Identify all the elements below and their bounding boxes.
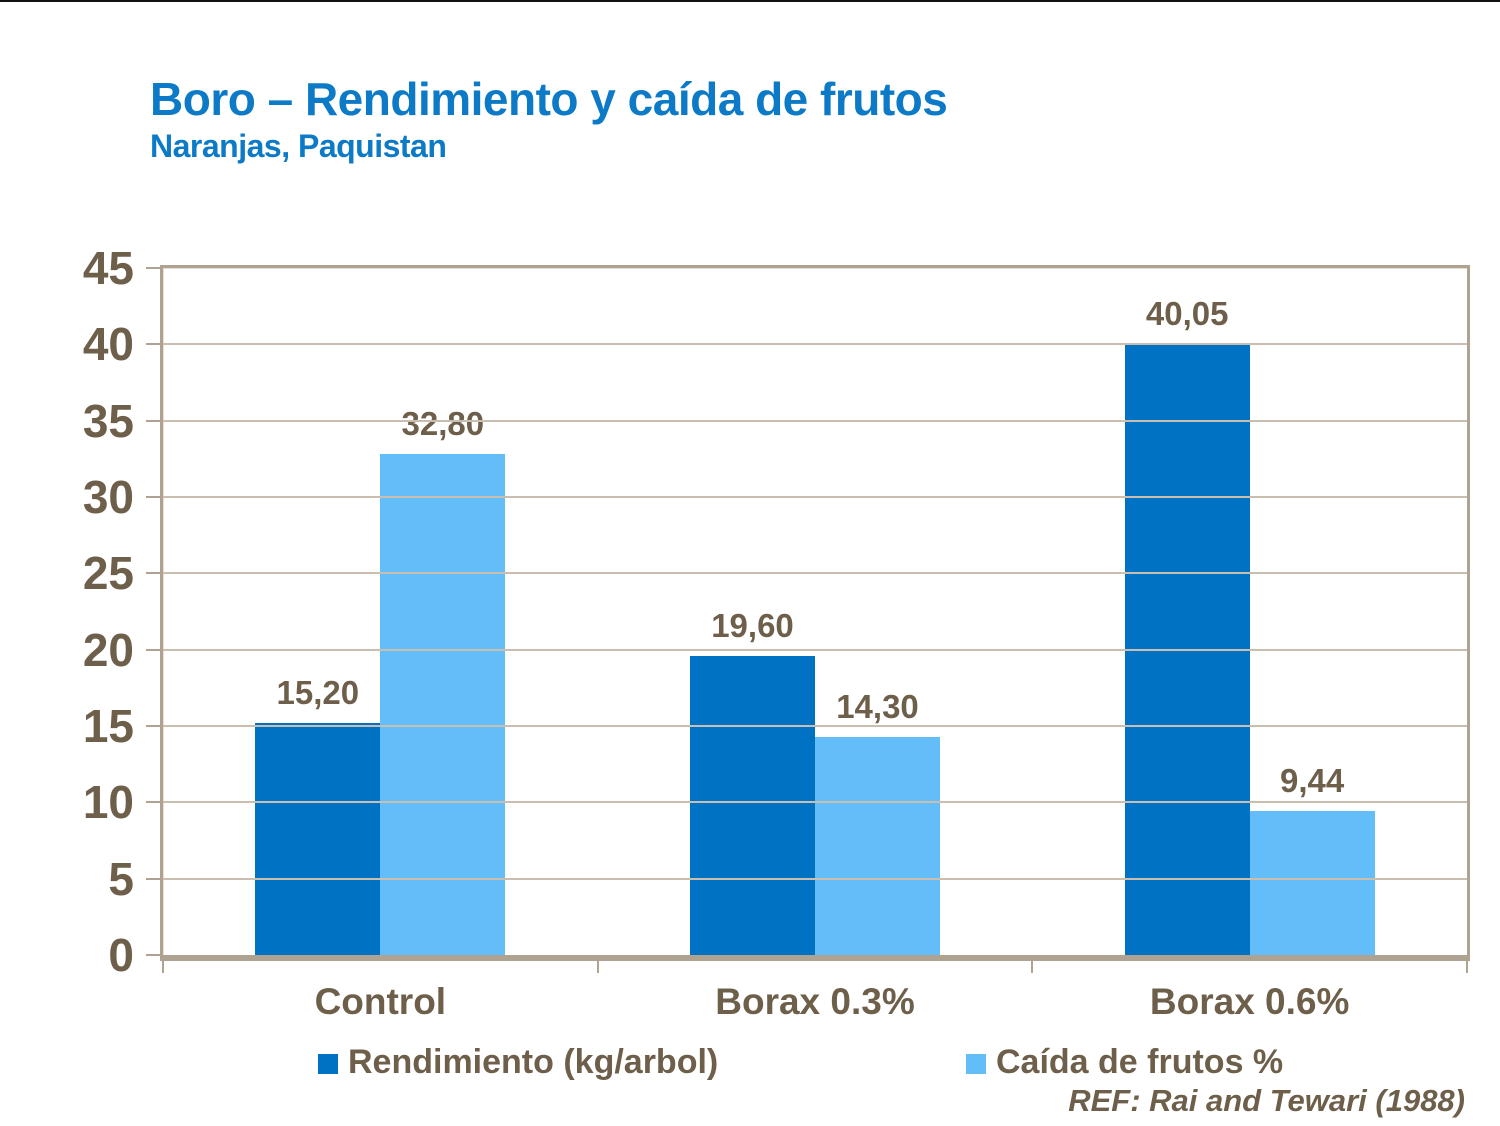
bar-caida-3 xyxy=(1249,810,1375,955)
y-axis-tick-mark xyxy=(146,496,160,498)
bar-value-label: 40,05 xyxy=(1145,294,1229,332)
y-axis-tick-label: 5 xyxy=(108,852,134,905)
y-axis-tick-mark xyxy=(146,877,160,880)
x-axis-category-label: Borax 0.6% xyxy=(1149,981,1350,1022)
legend-swatch-caida-icon xyxy=(966,1053,986,1074)
bar-value-label: 15,20 xyxy=(276,673,360,711)
bar-value-label: 19,60 xyxy=(711,606,794,644)
x-axis-tick-mark xyxy=(1031,961,1034,973)
gridline xyxy=(163,801,1467,804)
y-axis-tick-mark xyxy=(146,572,160,575)
gridline xyxy=(163,725,1467,727)
y-axis-tick-label: 35 xyxy=(82,394,134,447)
y-axis-tick-label: 45 xyxy=(82,242,134,294)
y-axis-tick-mark xyxy=(146,648,160,651)
y-axis-tick-mark xyxy=(146,801,160,804)
y-axis-tick-mark xyxy=(146,267,160,269)
bar-caida-1 xyxy=(380,454,506,955)
gridline xyxy=(163,419,1467,422)
y-axis-tick-mark xyxy=(146,419,160,422)
gridline xyxy=(163,648,1467,651)
legend-swatch-rendimiento-icon xyxy=(318,1053,338,1074)
x-axis-category-label: Control xyxy=(314,981,447,1022)
legend-label-caida: Caída de frutos % xyxy=(996,1043,1284,1081)
x-axis-tick-mark xyxy=(596,961,599,973)
reference-text: REF: Rai and Tewari (1988) xyxy=(1068,1083,1465,1118)
bar-rendimiento-1 xyxy=(255,722,381,955)
y-axis-tick-mark xyxy=(146,725,160,727)
bar-value-label: 32,80 xyxy=(401,405,485,443)
y-axis-tick-label: 30 xyxy=(82,471,134,523)
gridline xyxy=(163,343,1467,346)
bar-rendimiento-2 xyxy=(690,655,815,955)
y-axis-tick-label: 15 xyxy=(82,700,134,752)
gridline xyxy=(163,877,1467,880)
page-subtitle: Naranjas, Paquistan xyxy=(150,128,447,164)
y-axis-tick-label: 10 xyxy=(82,776,134,829)
y-axis-tick-label: 40 xyxy=(82,318,134,371)
top-border-line xyxy=(0,0,1500,2)
gridline xyxy=(163,496,1467,498)
gridline xyxy=(163,572,1467,575)
y-axis-tick-label: 25 xyxy=(82,547,134,600)
y-axis-tick-mark xyxy=(146,954,160,956)
page-title: Boro – Rendimiento y caída de frutos xyxy=(150,73,948,125)
x-axis-tick-mark xyxy=(1466,961,1468,973)
y-axis-tick-mark xyxy=(146,343,160,346)
bar-value-label: 14,30 xyxy=(836,687,919,725)
legend-item-caida: Caída de frutos % xyxy=(966,1043,1283,1082)
legend-item-rendimiento: Rendimiento (kg/arbol) xyxy=(318,1043,718,1082)
legend-label-rendimiento: Rendimiento (kg/arbol) xyxy=(348,1043,719,1081)
y-axis-tick-label: 0 xyxy=(108,929,134,981)
x-axis-tick-mark xyxy=(162,961,164,973)
bar-caida-2 xyxy=(815,736,940,955)
y-axis-tick-label: 20 xyxy=(82,623,134,676)
bar-value-label: 9,44 xyxy=(1280,761,1345,799)
x-axis-category-label: Borax 0.3% xyxy=(715,981,915,1022)
